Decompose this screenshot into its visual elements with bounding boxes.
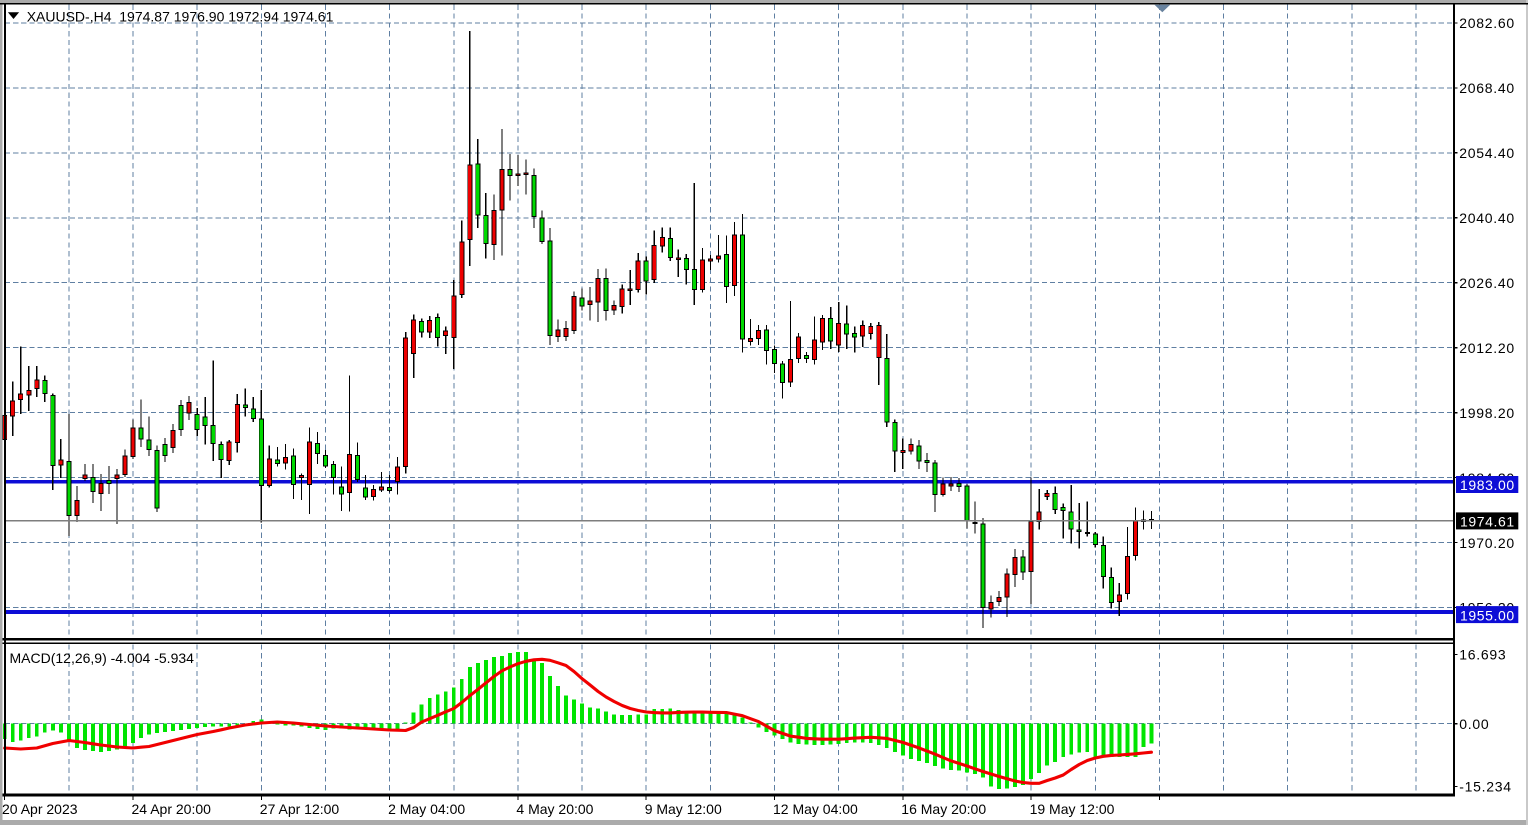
svg-text:27 Apr 12:00: 27 Apr 12:00 <box>260 801 340 817</box>
svg-text:20 Apr 2023: 20 Apr 2023 <box>2 801 78 817</box>
svg-text:2026.40: 2026.40 <box>1459 275 1515 291</box>
svg-text:2012.20: 2012.20 <box>1459 340 1515 356</box>
svg-text:19 May 12:00: 19 May 12:00 <box>1030 801 1115 817</box>
svg-text:2 May 04:00: 2 May 04:00 <box>388 801 465 817</box>
svg-text:1970.20: 1970.20 <box>1459 535 1515 551</box>
svg-text:2054.40: 2054.40 <box>1459 145 1515 161</box>
svg-text:1983.00: 1983.00 <box>1460 477 1515 493</box>
svg-text:XAUUSD-,H4 1974.87 1976.90 19: XAUUSD-,H4 1974.87 1976.90 1972.94 1974.… <box>27 9 334 25</box>
svg-text:16 May 20:00: 16 May 20:00 <box>901 801 986 817</box>
svg-text:1974.61: 1974.61 <box>1460 514 1515 530</box>
svg-text:1955.00: 1955.00 <box>1460 607 1515 623</box>
svg-text:16.693: 16.693 <box>1459 647 1506 663</box>
svg-text:1998.20: 1998.20 <box>1459 405 1515 421</box>
svg-text:0.00: 0.00 <box>1459 716 1489 732</box>
svg-text:9 May 12:00: 9 May 12:00 <box>645 801 722 817</box>
svg-text:2040.40: 2040.40 <box>1459 210 1515 226</box>
svg-text:2068.40: 2068.40 <box>1459 80 1515 96</box>
svg-text:4 May 20:00: 4 May 20:00 <box>516 801 593 817</box>
svg-text:12 May 04:00: 12 May 04:00 <box>773 801 858 817</box>
svg-text:MACD(12,26,9) -4.004 -5.934: MACD(12,26,9) -4.004 -5.934 <box>10 650 195 666</box>
svg-text:2082.60: 2082.60 <box>1459 15 1515 31</box>
svg-text:-15.234: -15.234 <box>1459 779 1511 795</box>
svg-text:24 Apr 20:00: 24 Apr 20:00 <box>132 801 212 817</box>
